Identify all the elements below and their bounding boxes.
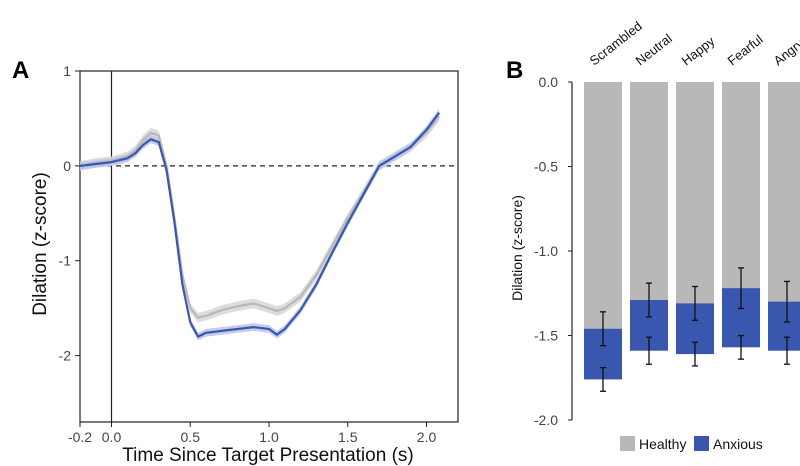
legend-label-healthy: Healthy bbox=[639, 436, 686, 452]
x-tick-label-a: 1.5 bbox=[338, 429, 358, 445]
confidence-ribbon-healthy bbox=[80, 111, 440, 323]
legend-label-anxious: Anxious bbox=[713, 436, 763, 452]
line-chart-a: -0.2 0.0 0.5 1.0 1.5 2.0 1 0 -1 -2 bbox=[59, 63, 459, 445]
category-label: Angry bbox=[771, 35, 800, 68]
bar-healthy bbox=[768, 82, 800, 302]
y-tick-label-b: 0.0 bbox=[539, 74, 559, 90]
y-tick-label-b: -1.0 bbox=[534, 243, 558, 259]
panel-label-b: B bbox=[506, 57, 523, 84]
plot-frame-a bbox=[79, 70, 459, 423]
y-tick-label-a: -1 bbox=[59, 253, 72, 269]
legend-swatch-anxious bbox=[694, 436, 709, 451]
x-tick-label-a: 2.0 bbox=[417, 429, 437, 445]
bar-healthy bbox=[584, 82, 622, 329]
bar-healthy bbox=[676, 82, 714, 304]
legend-b: Healthy Anxious bbox=[620, 436, 763, 452]
x-tick-label-a: 1.0 bbox=[259, 429, 279, 445]
category-label: Happy bbox=[679, 33, 718, 68]
y-tick-label-a: -2 bbox=[59, 348, 72, 364]
legend-swatch-healthy bbox=[620, 436, 635, 451]
series-line-anxious bbox=[79, 112, 440, 338]
category-label: Neutral bbox=[633, 31, 675, 69]
y-tick-label-b: -1.5 bbox=[534, 328, 558, 344]
x-tick-label-a: -0.2 bbox=[68, 429, 92, 445]
y-tick-label-b: -0.5 bbox=[534, 159, 558, 175]
panel-label-a: A bbox=[12, 57, 29, 84]
y-tick-label-b: -2.0 bbox=[534, 412, 558, 428]
series-line-healthy bbox=[79, 115, 440, 319]
x-tick-label-a: 0.5 bbox=[181, 429, 201, 445]
y-tick-label-a: 0 bbox=[63, 158, 71, 174]
bar-healthy bbox=[722, 82, 760, 289]
x-tick-label-a: 0.0 bbox=[102, 429, 122, 445]
y-axis-label-b: Dilation (z-score) bbox=[509, 195, 525, 301]
y-tick-label-a: 1 bbox=[63, 63, 71, 79]
y-axis-label-a: Dilation (z-score) bbox=[30, 172, 51, 316]
bar-healthy bbox=[630, 82, 668, 301]
x-axis-label-a: Time Since Target Presentation (s) bbox=[122, 445, 413, 466]
category-label: Fearful bbox=[725, 32, 766, 69]
